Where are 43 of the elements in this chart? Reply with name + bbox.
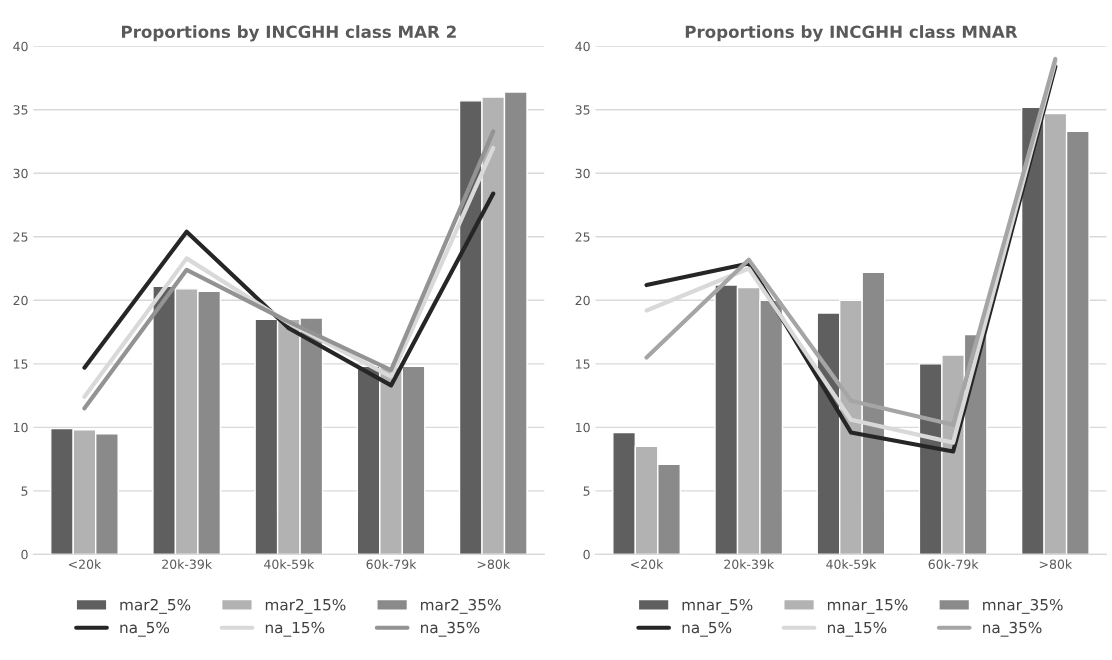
y-tick-label: 35 bbox=[13, 105, 28, 115]
x-tick-label: <20k bbox=[631, 559, 664, 569]
legend-label: na_35% bbox=[983, 621, 1042, 637]
legend-label: mar2_15% bbox=[265, 598, 346, 614]
x-tick-label: >80k bbox=[477, 559, 511, 569]
y-tick-label: 0 bbox=[583, 549, 590, 560]
y-tick-label: 25 bbox=[13, 232, 28, 242]
x-tick-label: 20k-39k bbox=[162, 559, 213, 569]
legend-label: mnar_35% bbox=[983, 598, 1063, 614]
legend-label: na_5% bbox=[120, 621, 170, 637]
y-tick-label: 25 bbox=[575, 232, 590, 242]
legend-label: mnar_5% bbox=[682, 598, 753, 614]
y-tick-label: 15 bbox=[13, 359, 28, 369]
x-tick-label: >80k bbox=[1039, 559, 1073, 569]
x-tick-label: 20k-39k bbox=[724, 559, 775, 569]
y-tick-label: 30 bbox=[575, 168, 590, 179]
chart-title: Proportions by INCGHH class MNAR bbox=[685, 25, 1018, 42]
y-tick-label: 35 bbox=[575, 105, 590, 115]
y-tick-label: 15 bbox=[576, 359, 590, 369]
x-tick-label: 40k-59k bbox=[264, 559, 315, 569]
legend-label: na_15% bbox=[265, 621, 325, 637]
x-tick-label: 60k-79k bbox=[366, 559, 417, 569]
legend-label: mnar_15% bbox=[827, 598, 908, 614]
legend-label: na_15% bbox=[827, 621, 887, 637]
x-tick-label: 40k-59k bbox=[826, 559, 877, 569]
legend-label: na_5% bbox=[682, 621, 732, 637]
y-tick-label: 10 bbox=[13, 422, 28, 433]
y-tick-label: 0 bbox=[21, 549, 28, 560]
y-tick-label: 20 bbox=[575, 295, 590, 306]
legend-label: mar2_5% bbox=[120, 598, 191, 614]
line-series bbox=[82, 191, 496, 388]
y-tick-label: 5 bbox=[21, 486, 28, 496]
y-tick-label: 5 bbox=[583, 486, 590, 496]
x-tick-label: <20k bbox=[68, 559, 102, 569]
y-tick-label: 30 bbox=[13, 168, 28, 179]
y-tick-label: 40 bbox=[575, 41, 590, 52]
y-tick-label: 10 bbox=[576, 422, 590, 433]
y-tick-label: 20 bbox=[13, 295, 28, 306]
legend-label: na_35% bbox=[421, 621, 480, 637]
chart-title: Proportions by INCGHH class MAR 2 bbox=[122, 25, 456, 42]
legend-label: mar2_35% bbox=[421, 598, 501, 614]
x-tick-label: 60k-79k bbox=[928, 559, 979, 569]
y-tick-label: 40 bbox=[13, 41, 28, 52]
